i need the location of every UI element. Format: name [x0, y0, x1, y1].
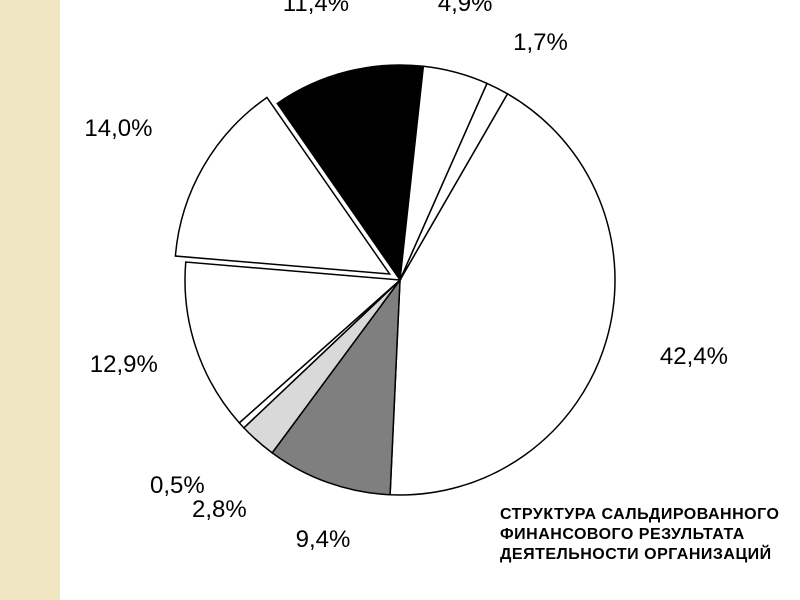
- slice-label-6: 11,4%: [283, 0, 349, 18]
- slice-label-7: 4,9%: [438, 0, 493, 18]
- slice-label-5: 14,0%: [84, 115, 152, 143]
- slice-label-8: 1,7%: [513, 29, 568, 57]
- slice-label-1: 9,4%: [296, 526, 351, 554]
- slice-label-3: 0,5%: [150, 472, 205, 500]
- slice-label-0: 42,4%: [660, 343, 728, 371]
- chart-container: 42,4%9,4%2,8%0,5%12,9%14,0%11,4%4,9%1,7%…: [0, 0, 800, 600]
- chart-caption: СТРУКТУРА САЛЬДИРОВАННОГОФИНАНСОВОГО РЕЗ…: [500, 505, 779, 565]
- slice-label-4: 12,9%: [90, 351, 158, 379]
